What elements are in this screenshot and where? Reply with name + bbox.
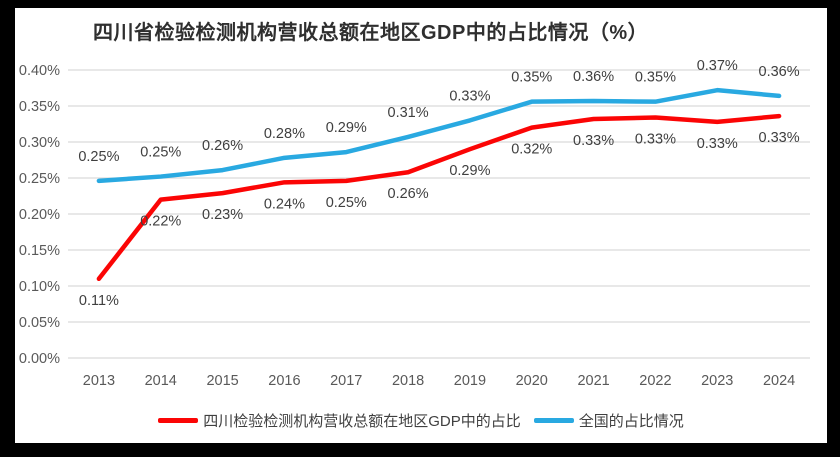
y-tick-label: 0.15% — [19, 243, 60, 259]
data-label: 0.25% — [78, 149, 119, 165]
data-label: 0.29% — [326, 120, 367, 136]
data-label: 0.25% — [140, 145, 181, 161]
data-label: 0.26% — [202, 138, 243, 154]
data-label: 0.28% — [264, 126, 305, 142]
x-tick-label: 2024 — [763, 373, 795, 389]
x-tick-label: 2022 — [639, 373, 671, 389]
data-label: 0.35% — [511, 70, 552, 86]
data-label: 0.32% — [511, 142, 552, 158]
y-tick-label: 0.20% — [19, 207, 60, 223]
x-tick-label: 2020 — [516, 373, 548, 389]
data-label: 0.29% — [449, 163, 490, 179]
data-label: 0.35% — [635, 70, 676, 86]
legend-item-national: 全国的占比情况 — [533, 410, 684, 431]
legend-swatch-national-line — [533, 418, 574, 423]
chart-legend: 四川检验检测机构营收总额在地区GDP中的占比 全国的占比情况 — [15, 410, 827, 431]
x-tick-label: 2016 — [268, 373, 300, 389]
data-label: 0.33% — [697, 136, 738, 152]
series-line-1 — [96, 87, 782, 184]
data-label: 0.11% — [79, 293, 119, 309]
legend-label-national: 全国的占比情况 — [578, 413, 684, 430]
y-tick-label: 0.35% — [19, 99, 60, 115]
x-tick-label: 2021 — [577, 373, 609, 389]
y-tick-label: 0.30% — [19, 135, 60, 151]
legend-swatch-sichuan-line — [158, 418, 199, 423]
data-label: 0.22% — [140, 214, 181, 230]
chart-card: 四川省检验检测机构营收总额在地区GDP中的占比情况（%） 0.40% 0.35% 0… — [15, 8, 827, 443]
data-label: 0.33% — [449, 88, 490, 104]
chart-title: 四川省检验检测机构营收总额在地区GDP中的占比情况（%） — [93, 22, 649, 44]
data-label: 0.24% — [264, 196, 305, 212]
x-tick-label: 2015 — [206, 373, 238, 389]
data-label: 0.31% — [388, 105, 429, 121]
data-label: 0.33% — [573, 133, 614, 149]
y-tick-label: 0.00% — [19, 351, 60, 367]
legend-item-sichuan: 四川检验检测机构营收总额在地区GDP中的占比 — [158, 410, 521, 431]
legend-label-sichuan: 四川检验检测机构营收总额在地区GDP中的占比 — [203, 413, 521, 430]
y-tick-label: 0.05% — [19, 315, 60, 331]
data-label: 0.25% — [326, 195, 367, 211]
data-label: 0.37% — [697, 58, 738, 74]
x-tick-label: 2018 — [392, 373, 424, 389]
y-tick-label: 0.25% — [19, 171, 60, 187]
x-tick-label: 2013 — [83, 373, 115, 389]
x-tick-label: 2017 — [330, 373, 362, 389]
x-tick-label: 2014 — [145, 373, 177, 389]
data-label: 0.36% — [759, 64, 800, 80]
y-tick-label: 0.40% — [19, 63, 60, 79]
data-label: 0.33% — [635, 132, 676, 148]
data-label: 0.26% — [388, 186, 429, 202]
data-label: 0.33% — [759, 130, 800, 146]
line-chart: 0.40% 0.35% 0.30% 0.25% 0.20% 0.15% 0.10% 0.05%… — [19, 58, 810, 389]
series-line-0 — [96, 113, 782, 282]
y-tick-label: 0.10% — [19, 279, 60, 295]
data-label: 0.23% — [202, 207, 243, 223]
x-tick-label: 2019 — [454, 373, 486, 389]
x-tick-label: 2023 — [701, 373, 733, 389]
data-label: 0.36% — [573, 69, 614, 85]
